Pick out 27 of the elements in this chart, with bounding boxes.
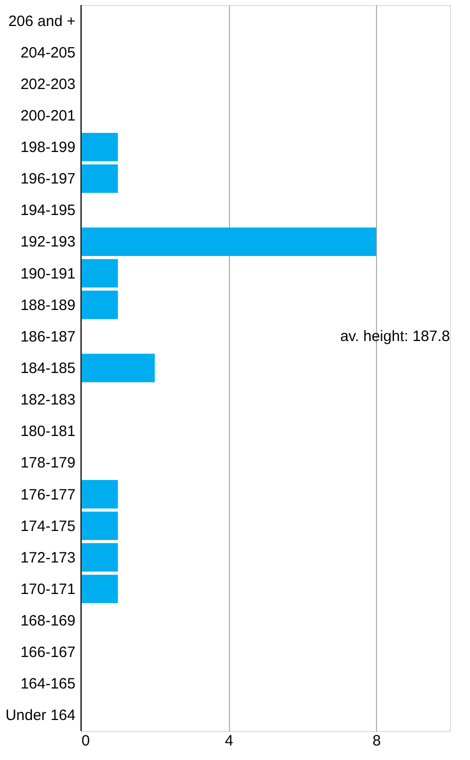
y-tick-label: 172-173 bbox=[20, 549, 76, 566]
y-tick-label: 168-169 bbox=[20, 612, 76, 630]
y-tick-label: 190-191 bbox=[20, 265, 76, 282]
x-tick-label: 4 bbox=[224, 732, 234, 750]
y-tick-label: 180-181 bbox=[20, 423, 76, 440]
y-tick-label: 198-199 bbox=[20, 139, 76, 156]
y-tick-label: 164-165 bbox=[20, 676, 76, 693]
y-tick-label: Under 164 bbox=[5, 707, 76, 724]
annotation: av. height: 187.8 bbox=[340, 328, 450, 346]
y-tick-label: 202-203 bbox=[20, 76, 76, 93]
y-tick-label: 176-177 bbox=[20, 486, 76, 504]
y-tick-label: 166-167 bbox=[20, 644, 76, 662]
y-tick-label: 178-179 bbox=[20, 454, 76, 472]
x-tick-label: 0 bbox=[82, 732, 90, 750]
y-tick-label: 200-201 bbox=[20, 107, 76, 124]
y-tick-label: 170-171 bbox=[20, 580, 76, 598]
y-tick-label: 194-195 bbox=[20, 202, 76, 220]
y-tick-label: 186-187 bbox=[20, 328, 76, 346]
x-tick-label: 8 bbox=[372, 732, 381, 750]
y-tick-label: 184-185 bbox=[20, 360, 76, 377]
y-tick-label: 206 and + bbox=[8, 12, 76, 30]
y-tick-label: 192-193 bbox=[20, 234, 76, 251]
y-tick-label: 204-205 bbox=[20, 44, 76, 62]
y-tick-label: 174-175 bbox=[20, 518, 76, 535]
y-tick-label: 182-183 bbox=[20, 392, 76, 409]
y-tick-label: 188-189 bbox=[20, 296, 76, 314]
y-tick-label: 196-197 bbox=[20, 170, 76, 188]
